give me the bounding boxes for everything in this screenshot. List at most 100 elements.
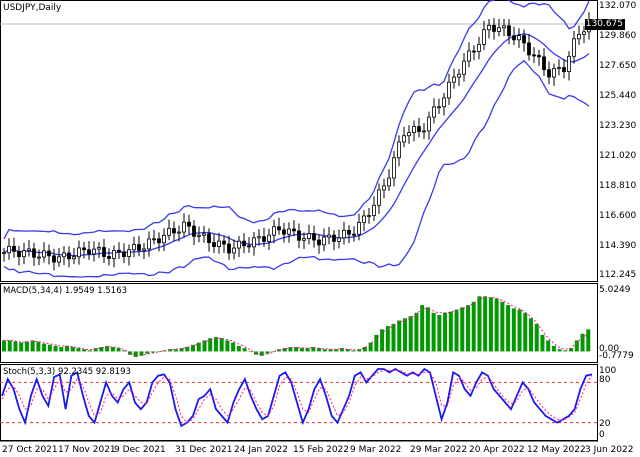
candle-body [442,97,446,108]
candle-body [477,43,481,52]
macd-bar [431,312,436,352]
macd-bar [24,341,29,352]
macd-bar [93,348,98,352]
candle-body [497,27,501,32]
macd-bar [231,342,236,352]
macd-bar [191,344,196,352]
date-label: 12 May 2022 [527,445,586,455]
stoch-label: Stoch(5,3,3) 92.2345 92.8193 [3,367,131,377]
candle-body [397,141,401,159]
candle-body [2,252,6,255]
macd-bar [288,347,293,352]
candle-body [492,24,496,32]
candle-body [167,228,171,236]
candlesticks [2,12,591,271]
candle-body [347,229,351,235]
candle-body [322,236,326,246]
macd-bar [385,326,390,352]
macd-bar [517,309,522,352]
macd-bar [528,318,533,352]
candle-body [37,256,41,259]
price-axis-label: 132.070 [599,1,637,11]
macd-bar [511,308,516,352]
candle-body [407,132,411,137]
macd-bar [42,343,47,352]
candle-body [67,252,71,260]
date-label: 3 Jun 2022 [585,445,634,455]
candle-body [547,69,551,78]
candle-body [27,248,31,251]
macd-bar [110,347,115,352]
candle-body [57,256,61,263]
stoch-main-line [1,367,593,428]
macd-bar [305,348,310,352]
macd-bar [408,316,413,352]
candle-body [507,25,511,37]
macd-bar [265,351,270,354]
candle-body [277,226,281,231]
macd-bar [47,344,52,352]
macd-bar [357,349,362,352]
macd-label: MACD(5,34,4) 1.9549 1.5163 [3,286,128,296]
candle-body [337,237,341,242]
candle-body [537,54,541,58]
price-axis-label: 116.600 [599,211,637,221]
macd-bar [500,301,505,352]
candle-body [362,215,366,223]
stoch-level-label: 100 [599,366,617,376]
macd-bar [259,351,264,356]
macd-bar [397,320,402,352]
macd-bar [87,350,92,352]
price-panel[interactable] [0,0,598,282]
macd-bar [105,345,110,352]
candle-body [237,240,241,249]
candle-body [297,230,301,241]
stoch-level-label: 0 [599,430,605,440]
candle-body [12,245,16,252]
candle-body [462,60,466,75]
candle-body [577,33,581,40]
candle-body [387,177,391,187]
candle-body [522,35,526,44]
date-label: 15 Feb 2022 [293,445,350,455]
price-axis-label: 123.230 [599,121,637,131]
macd-panel[interactable] [0,283,598,363]
chart-title: USDJPY,Daily [3,3,62,13]
price-axis-label: 114.390 [599,241,637,251]
candle-body [22,250,26,258]
stoch-level-label: 20 [599,419,611,429]
candle-body [482,29,486,45]
macd-bar [168,349,173,352]
macd-bar [540,334,545,352]
band-lower [3,59,590,278]
stoch-signal-line [1,369,593,424]
candle-body [122,251,126,258]
candle-body [157,238,161,244]
band-upper [3,0,590,240]
candle-body [187,221,191,227]
candle-body [582,31,586,35]
current-price-label: 130.675 [585,19,625,30]
macd-bar [546,340,551,352]
candle-body [222,240,226,245]
candle-body [282,229,286,235]
macd-bar [454,309,459,352]
candle-body [307,233,311,240]
candle-body [142,248,146,251]
candle-body [107,256,111,259]
macd-bar [59,347,64,352]
candle-body [47,250,51,257]
candle-body [527,42,531,56]
price-axis-label: 121.020 [599,151,637,161]
candle-body [532,54,536,57]
candle-body [412,126,416,134]
date-label: 9 Mar 2022 [350,445,402,455]
macd-bar [317,348,322,352]
bollinger-bands [3,0,590,278]
candle-body [392,157,396,179]
date-label: 31 Dec 2021 [175,445,233,455]
candle-body [517,35,521,41]
macd-bar [471,301,476,352]
candle-body [72,256,76,260]
candle-body [447,81,451,99]
